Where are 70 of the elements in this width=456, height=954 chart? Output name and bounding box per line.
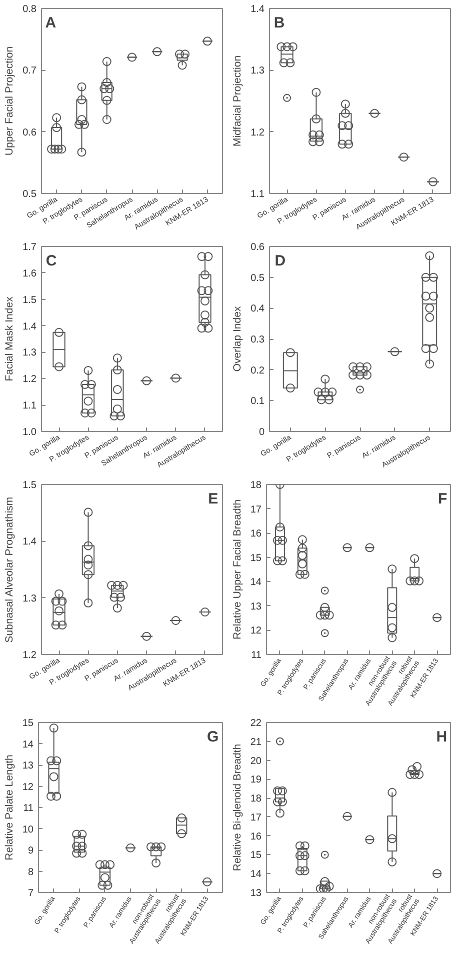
- y-tick-label: 22: [250, 718, 262, 729]
- y-tick-label: 1.3: [22, 348, 37, 359]
- y-tick-label: 0.5: [250, 272, 265, 284]
- y-tick-label: 15: [250, 850, 262, 862]
- y-tick-label: 13: [250, 601, 262, 612]
- y-tick-label: 0.5: [22, 189, 37, 200]
- chart-title: A: [45, 14, 56, 32]
- y-tick-label: 13: [250, 888, 262, 899]
- y-axis-title: Upper Facial Projection: [4, 46, 16, 156]
- y-tick-label: 20: [250, 756, 262, 767]
- y-tick-label: 1.3: [250, 66, 265, 77]
- y-tick-label: 1.2: [250, 127, 265, 138]
- y-tick-label: 0.6: [250, 242, 265, 253]
- y-axis-title: Relative Bi-glenoid Breadth: [231, 744, 244, 872]
- y-tick-label: 1.1: [250, 189, 265, 200]
- y-tick-label: 15: [250, 552, 262, 564]
- y-tick-label: 14: [250, 577, 262, 588]
- y-tick-label: 1.3: [22, 593, 37, 604]
- y-tick-label: 18: [250, 794, 262, 805]
- y-tick-label: 0.1: [250, 396, 265, 408]
- y-tick-label: 0: [258, 427, 265, 438]
- y-axis-title: Midfacial Projection: [232, 55, 244, 147]
- y-tick-label: 1.0: [22, 427, 37, 438]
- y-tick-label: 0.3: [250, 334, 265, 346]
- y-tick-label: 17: [250, 504, 262, 516]
- y-tick-label: 17: [250, 812, 262, 824]
- y-tick-label: 21: [250, 736, 262, 748]
- y-tick-label: 11: [23, 803, 34, 814]
- y-tick-label: 1.4: [22, 321, 37, 332]
- chart-title: H: [436, 728, 448, 746]
- y-axis-title: Overlap Index: [232, 306, 244, 372]
- y-tick-label: 1.6: [22, 268, 37, 280]
- y-tick-label: 0.2: [250, 365, 265, 376]
- y-tick-label: 1.2: [22, 374, 37, 386]
- y-tick-label: 16: [250, 831, 262, 842]
- y-axis-title: Subnasal Alveolar Prognathism: [4, 496, 16, 643]
- chart-title: D: [274, 252, 286, 270]
- y-tick-label: 13: [22, 760, 34, 772]
- y-tick-label: 12: [22, 782, 34, 793]
- y-tick-label: 1.5: [22, 480, 37, 491]
- y-tick-label: 7: [28, 888, 34, 899]
- y-axis-title: Relative Palate Length: [3, 754, 16, 860]
- y-tick-label: 11: [251, 650, 262, 661]
- chart-title: E: [208, 490, 218, 508]
- y-tick-label: 0.6: [22, 127, 37, 138]
- chart-title: B: [274, 14, 285, 32]
- y-tick-label: 14: [22, 739, 34, 750]
- y-tick-label: 16: [250, 528, 262, 540]
- y-tick-label: 9: [28, 846, 34, 856]
- y-tick-label: 8: [28, 866, 34, 878]
- y-axis-title: Relative Upper Facial Breadth: [231, 499, 244, 640]
- y-tick-label: 0.7: [22, 66, 37, 77]
- y-tick-label: 0.8: [22, 4, 37, 15]
- y-tick-label: 1.1: [22, 400, 37, 412]
- y-tick-label: 1.7: [22, 242, 37, 253]
- y-tick-label: 1.5: [22, 294, 37, 306]
- y-tick-label: 15: [22, 718, 34, 729]
- y-tick-label: 19: [250, 774, 262, 786]
- y-tick-label: 12: [250, 626, 262, 637]
- y-tick-label: 1.4: [22, 536, 37, 548]
- y-tick-label: 10: [22, 824, 34, 836]
- chart-title: F: [438, 490, 448, 508]
- y-axis-title: Facial Mask Index: [4, 296, 16, 382]
- y-tick-label: 18: [250, 480, 262, 491]
- y-tick-label: 1.2: [22, 650, 37, 661]
- y-tick-label: 14: [250, 869, 262, 880]
- y-tick-label: 0.4: [250, 304, 265, 315]
- y-tick-label: 1.4: [250, 4, 265, 15]
- chart-title: C: [46, 252, 57, 270]
- chart-title: G: [207, 728, 219, 746]
